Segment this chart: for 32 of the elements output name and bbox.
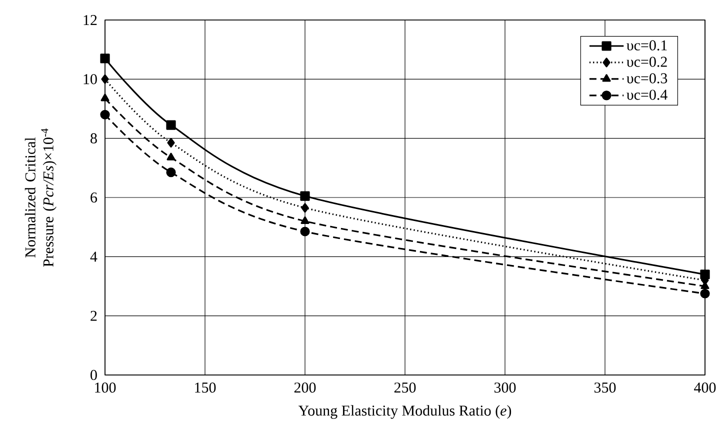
point <box>101 74 109 84</box>
x-axis-title: Young Elasticity Modulus Ratio (e) <box>298 405 512 419</box>
x-tick-label: 250 <box>394 382 416 393</box>
point <box>167 138 175 148</box>
point <box>100 110 110 120</box>
legend-label: υc=0.1 <box>626 40 667 50</box>
y-tick-label: 6 <box>90 192 98 203</box>
x-tick-label: 300 <box>494 382 516 393</box>
point <box>300 226 310 236</box>
point <box>300 216 310 224</box>
point <box>166 152 176 160</box>
y-tick-label: 2 <box>90 310 97 321</box>
x-tick-label: 200 <box>294 382 316 393</box>
legend-label: υc=0.2 <box>626 56 667 67</box>
point <box>100 94 110 102</box>
y-tick-label: 0 <box>90 370 97 380</box>
x-tick-label: 150 <box>195 382 216 393</box>
x-tick-label: 400 <box>694 382 716 393</box>
point <box>166 120 176 130</box>
y-tick-label: 4 <box>90 252 98 262</box>
x-tick-label: 350 <box>594 382 616 393</box>
point <box>300 191 310 201</box>
point <box>301 203 309 213</box>
point <box>166 168 176 178</box>
point <box>100 54 110 64</box>
y-tick-label: 10 <box>84 74 97 84</box>
point <box>700 288 710 298</box>
legend-label: υc=0.4 <box>626 90 668 100</box>
x-tick-label: 100 <box>95 382 116 393</box>
legend-label: υc=0.3 <box>626 73 668 84</box>
y-tick-label: 12 <box>84 15 97 25</box>
y-tick-label: 8 <box>90 133 97 144</box>
